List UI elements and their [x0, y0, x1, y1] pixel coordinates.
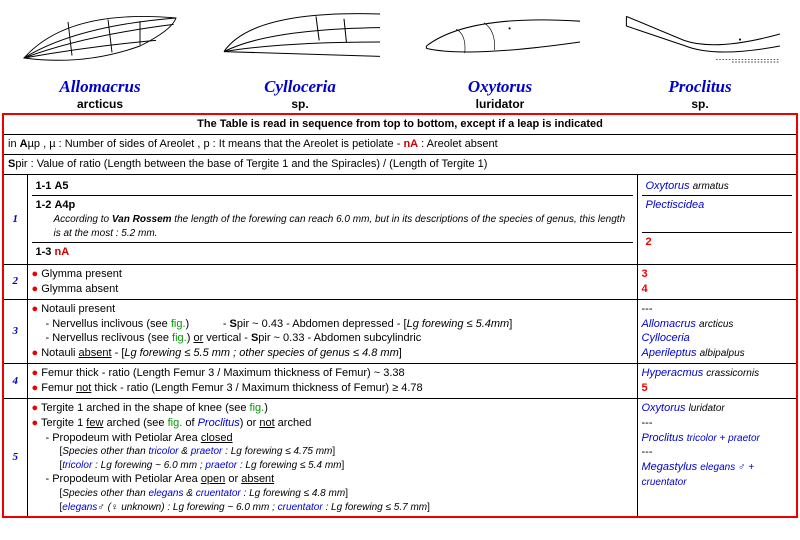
result-1-2: Plectiscidea — [642, 196, 793, 233]
specimen-4: Proclitus sp. — [600, 0, 800, 113]
specimen-3-species: luridator — [404, 97, 596, 111]
specimen-2: Cylloceria sp. — [200, 0, 400, 113]
row-1-num: 1 — [3, 174, 27, 265]
table-header: The Table is read in sequence from top t… — [3, 114, 797, 134]
specimen-1-species: arcticus — [4, 97, 196, 111]
lead-1-1: 1-1 A5 — [32, 177, 633, 196]
identification-key-table: The Table is read in sequence from top t… — [2, 113, 798, 518]
row-3-couplet: ● Notauli present - Nervellus inclivous … — [27, 299, 637, 363]
specimen-row: Allomacrus arcticus Cylloceria sp. — [0, 0, 800, 113]
row-4-num: 4 — [3, 364, 27, 399]
result-1-1: Oxytorus armatus — [642, 177, 793, 196]
row-4-result: Hyperacmus crassicornis 5 — [637, 364, 797, 399]
key-row-3: 3 ● Notauli present - Nervellus inclivou… — [3, 299, 797, 363]
specimen-4-species: sp. — [604, 97, 796, 111]
row-3-result: --- Allomacrus arcticus Cylloceria Aperi… — [637, 299, 797, 363]
row-2-num: 2 — [3, 265, 27, 300]
cylloceria-wing-icon — [204, 2, 396, 74]
proclitus-segment-icon — [604, 2, 796, 74]
specimen-2-genus: Cylloceria — [204, 77, 396, 97]
row-4-couplet: ● Femur thick - ratio (Length Femur 3 / … — [27, 364, 637, 399]
specimen-4-genus: Proclitus — [604, 77, 796, 97]
oxytorus-segment-icon — [404, 2, 596, 74]
key-row-4: 4 ● Femur thick - ratio (Length Femur 3 … — [3, 364, 797, 399]
specimen-2-species: sp. — [204, 97, 396, 111]
definition-areolet: in Aµp , µ : Number of sides of Areolet … — [3, 134, 797, 154]
specimen-3-genus: Oxytorus — [404, 77, 596, 97]
allomacrus-wing-icon — [4, 2, 196, 74]
row-3-num: 3 — [3, 299, 27, 363]
lead-1-3: 1-3 nA — [32, 243, 633, 262]
key-row-1: 1 1-1 A5 1-2 A4p According to Van Rossem… — [3, 174, 797, 265]
specimen-1-genus: Allomacrus — [4, 77, 196, 97]
definition-spir: Spir : Value of ratio (Length between th… — [3, 154, 797, 174]
lead-1-2: 1-2 A4p According to Van Rossem the leng… — [32, 196, 633, 243]
result-1-3: 2 — [642, 233, 793, 252]
key-row-5: 5 ● Tergite 1 arched in the shape of kne… — [3, 398, 797, 517]
row-2-result: 3 4 — [637, 265, 797, 300]
row-5-num: 5 — [3, 398, 27, 517]
row-5-result: Oxytorus luridator --- Proclitus tricolo… — [637, 398, 797, 517]
key-row-2: 2 ● Glymma present ● Glymma absent 3 4 — [3, 265, 797, 300]
specimen-3: Oxytorus luridator — [400, 0, 600, 113]
row-5-couplet: ● Tergite 1 arched in the shape of knee … — [27, 398, 637, 517]
row-2-couplet: ● Glymma present ● Glymma absent — [27, 265, 637, 300]
specimen-1: Allomacrus arcticus — [0, 0, 200, 113]
